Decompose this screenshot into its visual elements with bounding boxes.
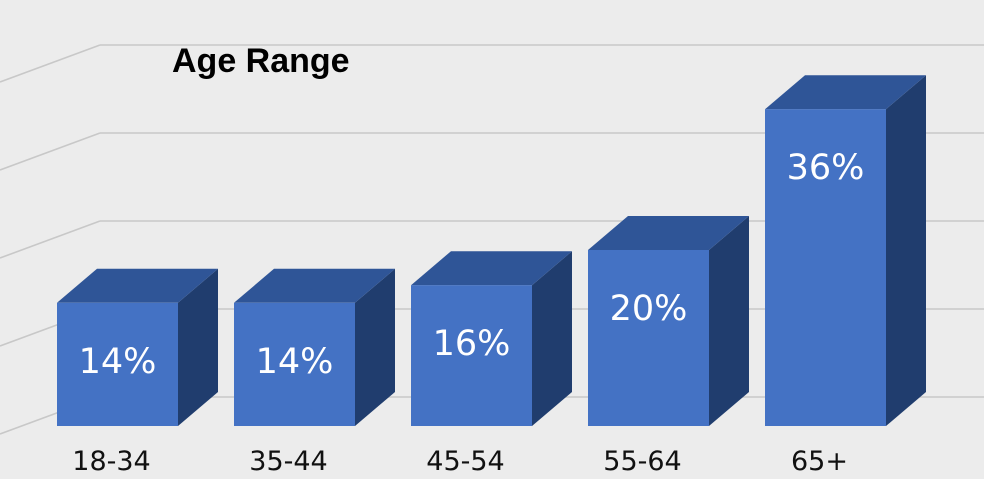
category-axis: 18-34 35-44 45-54 55-64 65+ [72,446,848,477]
bar-35-44: 14% [234,268,395,426]
bar-value-label: 16% [433,324,511,364]
bar-value-label: 14% [256,342,334,382]
bar-top [234,268,395,303]
category-label: 65+ [791,446,848,477]
bar-side [886,75,926,426]
bar-45-54: 16% [411,251,572,426]
bar-value-label: 14% [79,342,157,382]
category-label: 18-34 [72,446,150,477]
bar-side [178,268,218,426]
bar-top [765,75,926,110]
bar-side [709,216,749,426]
bar-top [588,216,749,250]
bar-55-64: 20% [588,216,749,426]
gridline-depth [0,132,101,171]
bar-front [57,302,178,426]
bars: 14% 14% 16% 20% 36% [57,75,926,426]
bar-18-34: 14% [57,268,218,426]
category-label: 45-54 [426,446,504,477]
bar-front [588,250,709,426]
gridline-depth [0,220,101,259]
bar-top [57,268,218,303]
bar-front [234,302,355,426]
bar-side [532,251,572,426]
category-label: 55-64 [603,446,681,477]
category-label: 35-44 [249,446,327,477]
chart-title: Age Range [172,42,350,80]
bar-top [411,251,572,286]
bar-side [355,268,395,426]
bar-front [765,109,886,426]
bar-65+: 36% [765,75,926,426]
bar-front [411,285,532,426]
bar-value-label: 36% [787,148,865,188]
gridline-depth [0,44,101,83]
bar-value-label: 20% [610,289,688,329]
